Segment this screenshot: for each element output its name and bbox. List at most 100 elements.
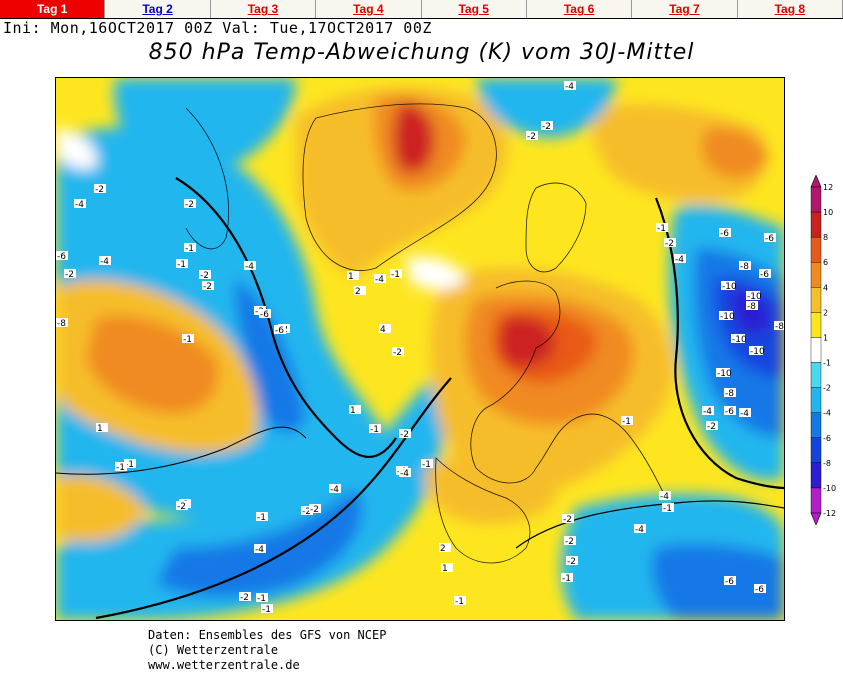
svg-text:-2: -2: [565, 537, 574, 547]
map-label: -10: [749, 346, 765, 357]
map-label: -2: [664, 238, 676, 249]
svg-text:-8: -8: [775, 322, 784, 332]
svg-text:-1: -1: [257, 594, 266, 604]
svg-text:-2: -2: [65, 270, 74, 280]
map-label: -6: [56, 251, 68, 262]
svg-text:-6: -6: [720, 229, 729, 239]
legend-cap-top: [810, 174, 822, 188]
map-label: -6: [724, 406, 736, 417]
svg-text:-8: -8: [57, 319, 66, 329]
svg-text:-4: -4: [100, 257, 109, 267]
map-label: -4: [399, 468, 411, 479]
svg-text:-1: -1: [185, 244, 194, 254]
map-label: -6: [274, 325, 286, 336]
svg-text:-4: -4: [255, 545, 264, 555]
map-label: -4: [254, 544, 266, 555]
legend-swatch: [810, 236, 822, 263]
map-label: -8: [56, 318, 68, 329]
svg-text:1: 1: [442, 564, 448, 574]
svg-text:-2: -2: [542, 122, 551, 132]
svg-text:-6: -6: [57, 252, 66, 262]
map-label: -2: [199, 270, 211, 281]
legend-tick-label: -2: [823, 384, 831, 393]
tab-tag-5[interactable]: Tag 5: [421, 0, 527, 18]
map-label: 1: [441, 563, 453, 574]
tab-tag-7[interactable]: Tag 7: [632, 0, 738, 18]
map-label: -4: [659, 491, 671, 502]
svg-text:-2: -2: [567, 557, 576, 567]
svg-text:-4: -4: [675, 255, 684, 265]
map-label: -10: [731, 334, 747, 345]
tab-tag-2[interactable]: Tag 2: [105, 0, 211, 18]
map-label: -1: [261, 604, 273, 615]
map-label: -2: [399, 429, 411, 440]
tab-tag-8[interactable]: Tag 8: [737, 0, 843, 18]
svg-text:-4: -4: [400, 469, 409, 479]
svg-text:-6: -6: [275, 326, 284, 336]
svg-text:4: 4: [380, 325, 386, 335]
svg-text:-2: -2: [302, 507, 311, 517]
legend-tick-label: -4: [823, 409, 831, 418]
map-label: 1: [96, 423, 108, 434]
tab-tag-6[interactable]: Tag 6: [526, 0, 633, 18]
svg-text:-4: -4: [703, 407, 712, 417]
svg-text:-2: -2: [240, 593, 249, 603]
day-tab-bar: Tag 1 Tag 2 Tag 3 Tag 4 Tag 5 Tag 6 Tag …: [0, 0, 843, 19]
map-label: -10: [719, 311, 735, 322]
map-label: -1: [182, 334, 194, 345]
legend-swatch: [810, 437, 822, 464]
svg-text:-4: -4: [660, 492, 669, 502]
svg-text:-1: -1: [262, 605, 271, 615]
credit-website: www.wetterzentrale.de: [148, 658, 300, 672]
init-valid-line: Ini: Mon,16OCT2017 00Z Val: Tue,17OCT201…: [3, 19, 432, 37]
svg-text:-8: -8: [725, 389, 734, 399]
map-label: -1: [656, 223, 668, 234]
svg-text:-1: -1: [116, 463, 125, 473]
tab-tag-3[interactable]: Tag 3: [210, 0, 317, 18]
legend-tick-label: -8: [823, 459, 831, 468]
map-label: -1: [184, 243, 196, 254]
legend-tick-label: 4: [823, 283, 828, 292]
svg-text:-2: -2: [707, 422, 716, 432]
credit-copyright: (C) Wetterzentrale: [148, 643, 279, 657]
svg-text:-2: -2: [527, 132, 536, 142]
svg-text:-2: -2: [177, 502, 186, 512]
svg-text:-4: -4: [740, 409, 749, 419]
legend-swatch: [810, 387, 822, 413]
legend-swatch: [810, 487, 822, 514]
legend-tick-label: 2: [823, 308, 828, 317]
svg-text:-1: -1: [391, 270, 400, 280]
svg-text:-1: -1: [125, 460, 134, 470]
map-label: 2: [354, 286, 366, 297]
legend-swatch: [810, 362, 822, 388]
svg-text:-2: -2: [393, 348, 402, 358]
svg-text:-2: -2: [400, 430, 409, 440]
map-label: 4: [379, 324, 391, 335]
svg-text:2: 2: [355, 287, 361, 297]
map-label: 1: [349, 405, 361, 416]
legend-swatch: [810, 337, 822, 363]
legend-tick-label: 8: [823, 233, 828, 242]
map-label: -1: [421, 459, 433, 470]
svg-text:-4: -4: [75, 200, 84, 210]
map-label: -2: [706, 421, 718, 432]
svg-text:-2: -2: [95, 185, 104, 195]
map-label: -1: [124, 459, 136, 470]
map-label: -1: [369, 424, 381, 435]
map-label: -2: [392, 347, 404, 358]
map-label: -4: [634, 524, 646, 535]
svg-text:-1: -1: [177, 260, 186, 270]
svg-text:-4: -4: [245, 262, 254, 272]
map-label: -4: [329, 484, 341, 495]
svg-text:-6: -6: [260, 310, 269, 320]
tab-tag-1[interactable]: Tag 1: [0, 0, 106, 18]
svg-text:-1: -1: [183, 335, 192, 345]
color-scale-legend: 12 10 8 6 4 2 1 -1 -2 -4 -6 -8 -10 -12: [807, 174, 843, 526]
map-label: -4: [739, 408, 751, 419]
map-label: 2: [439, 543, 451, 554]
tab-tag-4[interactable]: Tag 4: [316, 0, 422, 18]
legend-tick-label: -1: [823, 359, 831, 368]
legend-swatch: [810, 287, 822, 313]
map-label: -8: [739, 261, 751, 272]
map-label: -8: [746, 301, 758, 312]
